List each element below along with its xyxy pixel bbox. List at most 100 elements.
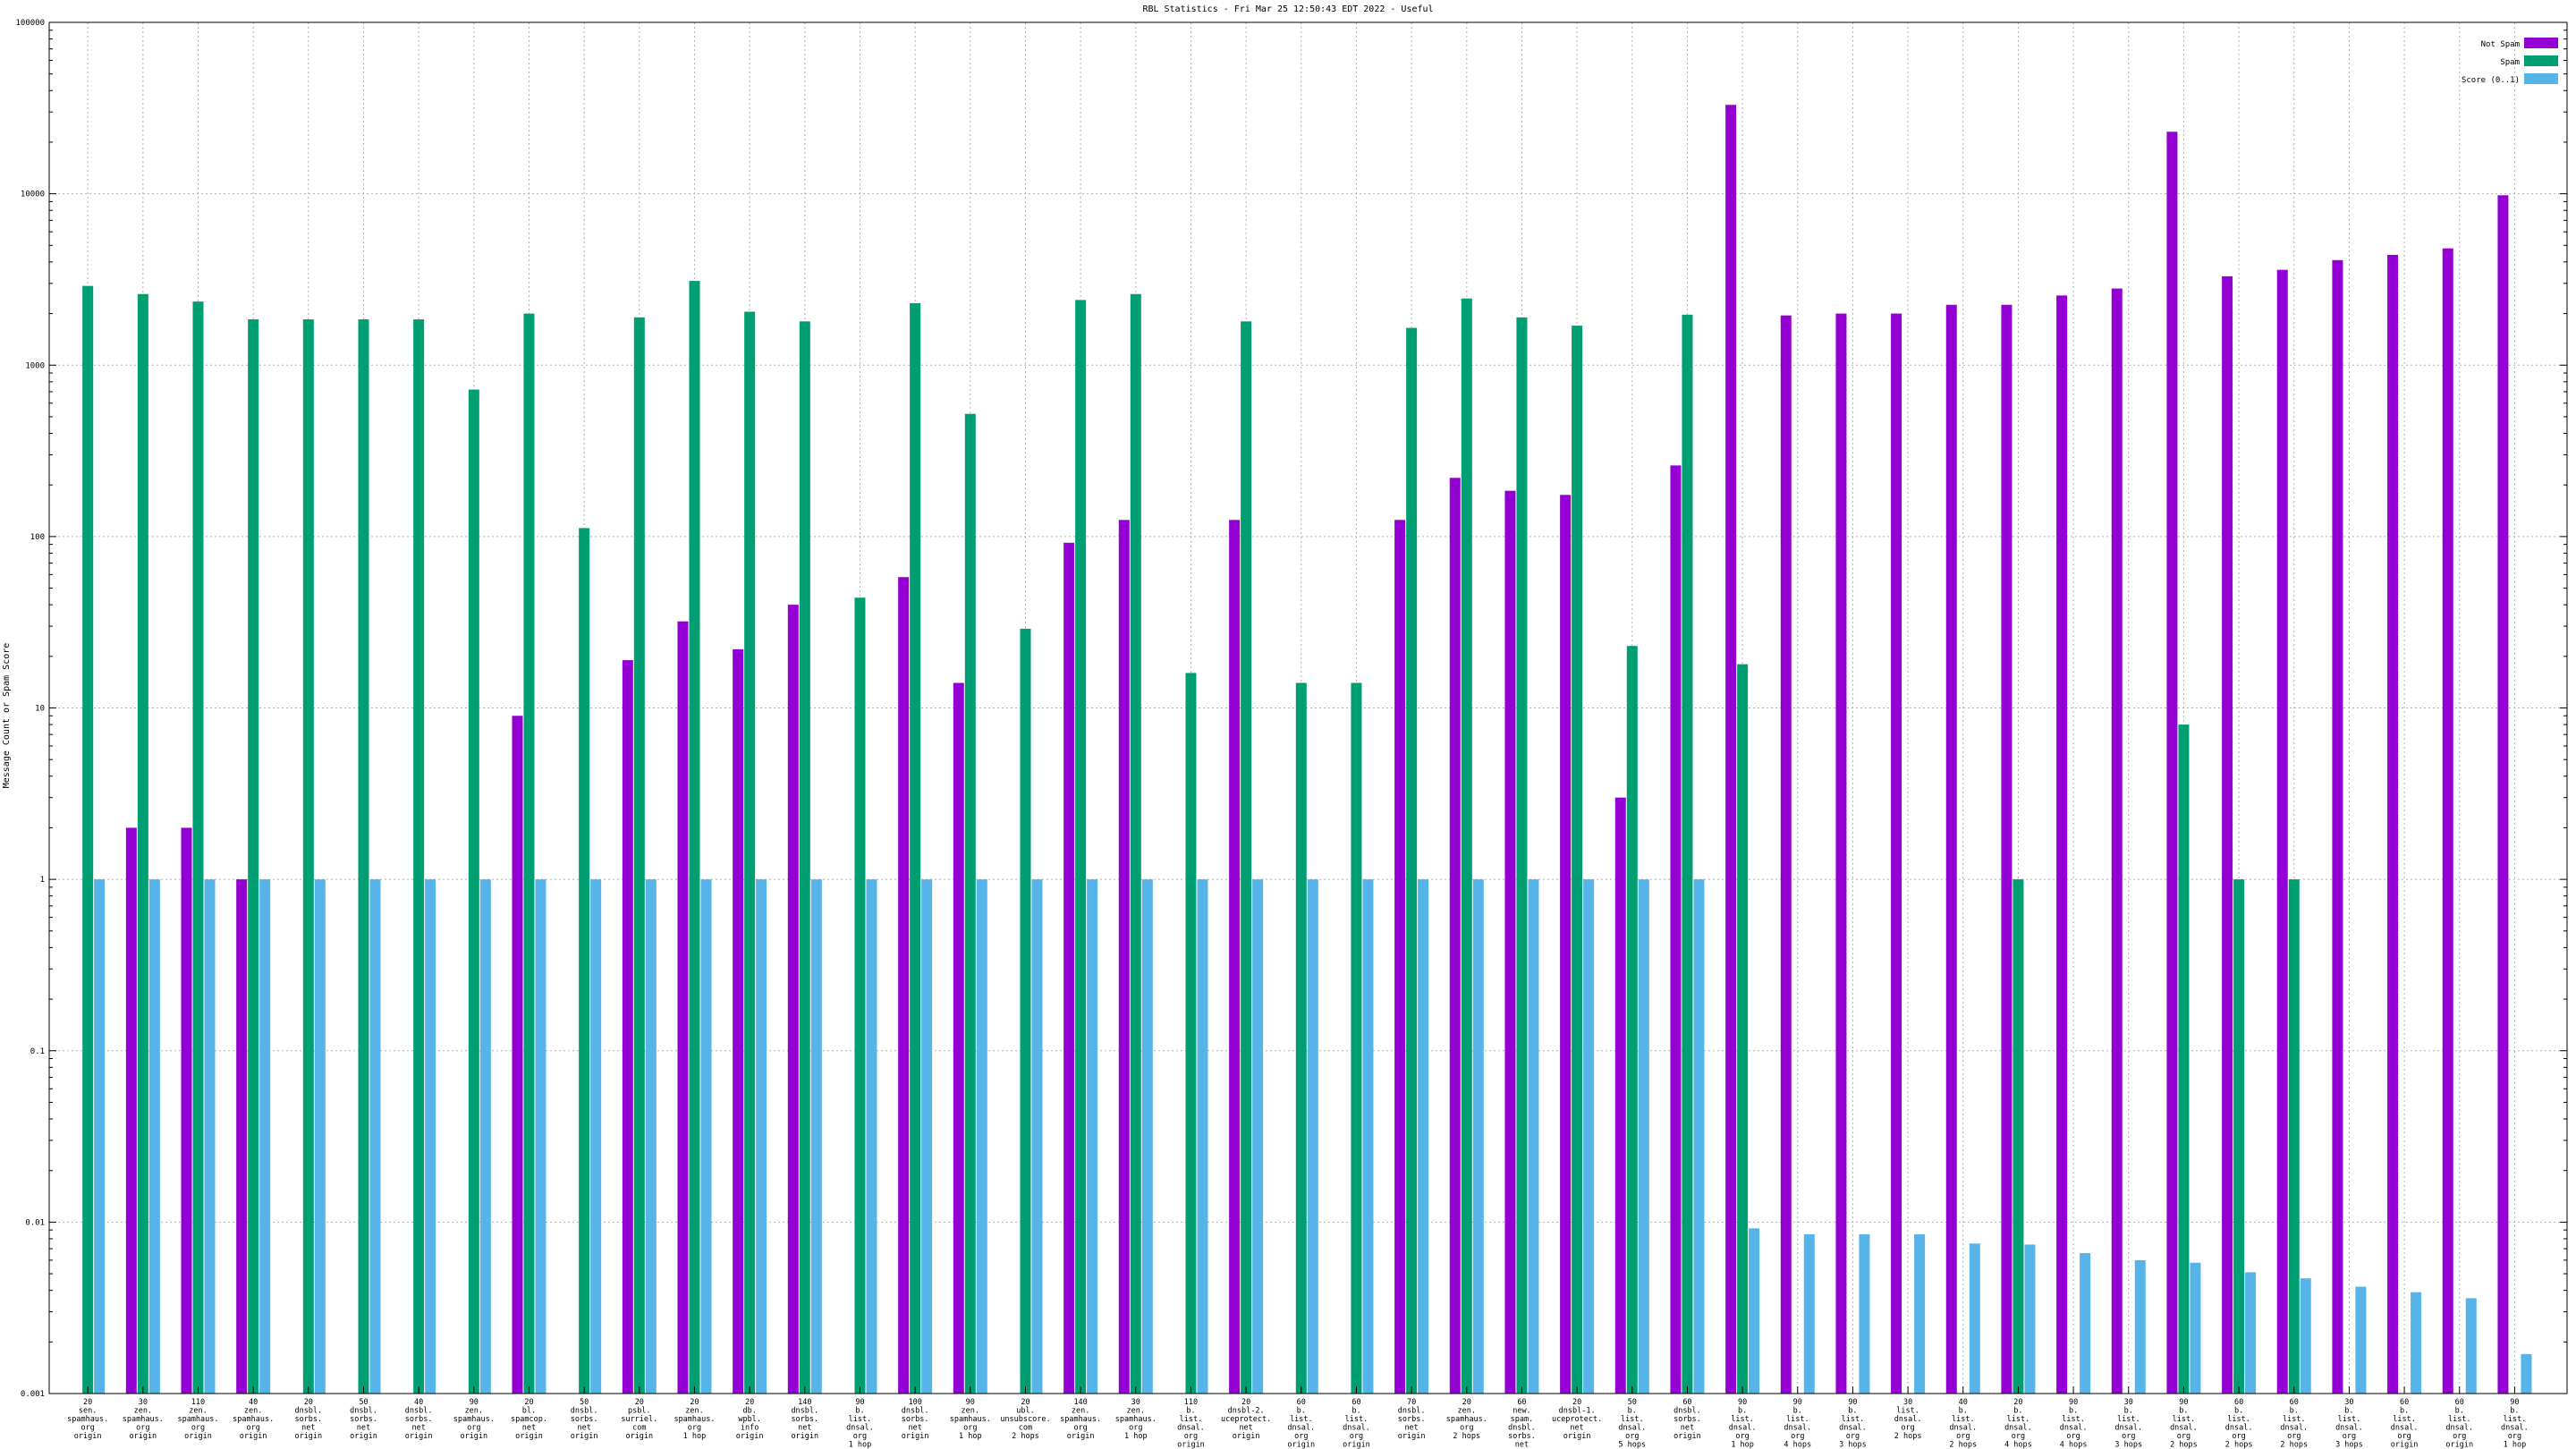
chart-title: RBL Statistics - Fri Mar 25 12:50:43 EDT…	[1142, 4, 1433, 14]
x-tick-label: spamhaus.	[123, 1415, 164, 1424]
x-tick-label: dnsal.	[1177, 1424, 1205, 1433]
x-tick-label: origin	[2391, 1441, 2419, 1449]
x-tick-label: 60	[1352, 1398, 1360, 1407]
x-tick-label: dnsal.	[2004, 1424, 2032, 1433]
x-tick-label: org	[1350, 1432, 1363, 1441]
x-tick-label: 90	[1738, 1398, 1747, 1407]
x-tick-label: dnsal.	[1949, 1424, 1977, 1433]
x-tick-label: origin	[571, 1432, 598, 1441]
x-tick-label: dnsal.	[1287, 1424, 1315, 1433]
x-tick-label: org	[1460, 1424, 1473, 1433]
x-tick-label: unsubscore.	[1000, 1415, 1050, 1424]
bar-spam	[579, 528, 590, 1394]
x-tick-label: b.	[1738, 1407, 1747, 1416]
bar-not-spam	[2166, 131, 2178, 1394]
bar-score-0-1-	[1197, 879, 1208, 1394]
legend-swatch	[2524, 38, 2558, 48]
x-tick-label: net	[522, 1424, 536, 1433]
x-tick-label: zen.	[134, 1407, 152, 1416]
bar-spam	[1461, 298, 1472, 1394]
x-tick-label: b.	[2124, 1407, 2133, 1416]
y-tick-label: 0.1	[30, 1047, 45, 1056]
x-tick-label: 90	[2179, 1398, 2188, 1407]
x-tick-label: 2 hops	[2170, 1441, 2198, 1449]
x-tick-label: org	[467, 1424, 480, 1433]
x-tick-label: b.	[2510, 1407, 2519, 1416]
x-tick-label: 60	[2234, 1398, 2243, 1407]
x-tick-label: 90	[470, 1398, 479, 1407]
x-tick-label: org	[853, 1432, 867, 1441]
x-tick-label: origin	[1233, 1432, 1260, 1441]
bar-not-spam	[2497, 195, 2509, 1394]
x-tick-label: 20	[1021, 1398, 1030, 1407]
x-tick-label: org	[2397, 1432, 2411, 1441]
x-tick-label: origin	[625, 1432, 653, 1441]
x-tick-label: 2 hops	[1012, 1432, 1039, 1441]
x-tick-label: dnsbl.	[1508, 1424, 1536, 1433]
bar-spam	[302, 319, 314, 1394]
x-tick-label: org	[2177, 1432, 2190, 1441]
bar-spam	[1406, 327, 1418, 1394]
y-tick-label: 10	[35, 705, 45, 714]
bar-score-0-1-	[1362, 879, 1374, 1394]
bar-spam	[1295, 682, 1307, 1394]
y-tick-label: 1	[40, 876, 45, 885]
x-tick-label: 50	[1628, 1398, 1637, 1407]
bar-spam	[1020, 628, 1031, 1394]
bar-spam	[468, 389, 479, 1394]
x-tick-label: 2 hops	[2280, 1441, 2308, 1449]
bar-score-0-1-	[1252, 879, 1264, 1394]
x-tick-label: org	[1956, 1432, 1970, 1441]
bar-score-0-1-	[2245, 1272, 2257, 1394]
bar-score-0-1-	[369, 879, 381, 1394]
x-tick-label: origin	[1067, 1432, 1095, 1441]
legend-swatch	[2524, 55, 2558, 66]
bar-score-0-1-	[1141, 879, 1153, 1394]
y-tick-label: 100	[30, 533, 45, 542]
x-tick-label: origin	[184, 1432, 212, 1441]
x-tick-label: list.	[2007, 1415, 2030, 1424]
x-tick-label: zen.	[962, 1407, 979, 1416]
x-tick-label: zen.	[465, 1407, 483, 1416]
x-tick-label: 2 hops	[1453, 1432, 1480, 1441]
x-tick-label: 110	[1184, 1398, 1198, 1407]
bar-score-0-1-	[1749, 1228, 1760, 1394]
x-tick-label: org	[1901, 1424, 1914, 1433]
x-tick-label: 2 hops	[2225, 1441, 2253, 1449]
x-tick-label: org	[80, 1424, 94, 1433]
x-tick-label: org	[1294, 1432, 1308, 1441]
x-tick-label: net	[1239, 1424, 1252, 1433]
x-tick-label: 40	[1959, 1398, 1968, 1407]
x-tick-label: 4 hops	[2004, 1441, 2032, 1449]
x-tick-label: org	[2287, 1432, 2301, 1441]
x-tick-label: 50	[580, 1398, 589, 1407]
x-tick-label: dnsbl-2.	[1228, 1407, 1265, 1416]
bar-spam	[2233, 879, 2245, 1394]
x-tick-label: 20	[1462, 1398, 1471, 1407]
x-tick-label: 30	[2124, 1398, 2133, 1407]
x-tick-label: 60	[2400, 1398, 2409, 1407]
bar-spam	[1682, 314, 1693, 1394]
bar-score-0-1-	[810, 879, 822, 1394]
x-tick-label: surriel.	[621, 1415, 657, 1424]
x-tick-label: 70	[1407, 1398, 1416, 1407]
x-tick-label: b.	[2344, 1407, 2353, 1416]
x-tick-label: dnsal.	[2445, 1424, 2473, 1433]
x-tick-label: list.	[1842, 1415, 1865, 1424]
x-tick-label: zen.	[1072, 1407, 1089, 1416]
bar-not-spam	[2056, 295, 2068, 1394]
bar-not-spam	[2001, 304, 2012, 1394]
x-tick-label: 3 hops	[1839, 1441, 1867, 1449]
legend-label: Spam	[2500, 58, 2520, 67]
x-tick-label: net	[798, 1424, 811, 1433]
x-tick-label: org	[1184, 1432, 1198, 1441]
x-tick-label: zen.	[244, 1407, 262, 1416]
x-tick-label: zen.	[1458, 1407, 1476, 1416]
bar-spam	[1185, 673, 1197, 1394]
x-tick-label: origin	[1563, 1432, 1591, 1441]
x-tick-label: 5 hops	[1618, 1441, 1646, 1449]
bar-spam	[413, 319, 425, 1394]
x-tick-label: 1 hop	[1731, 1441, 1754, 1449]
x-tick-label: spamhaus.	[674, 1415, 715, 1424]
bar-score-0-1-	[204, 879, 216, 1394]
